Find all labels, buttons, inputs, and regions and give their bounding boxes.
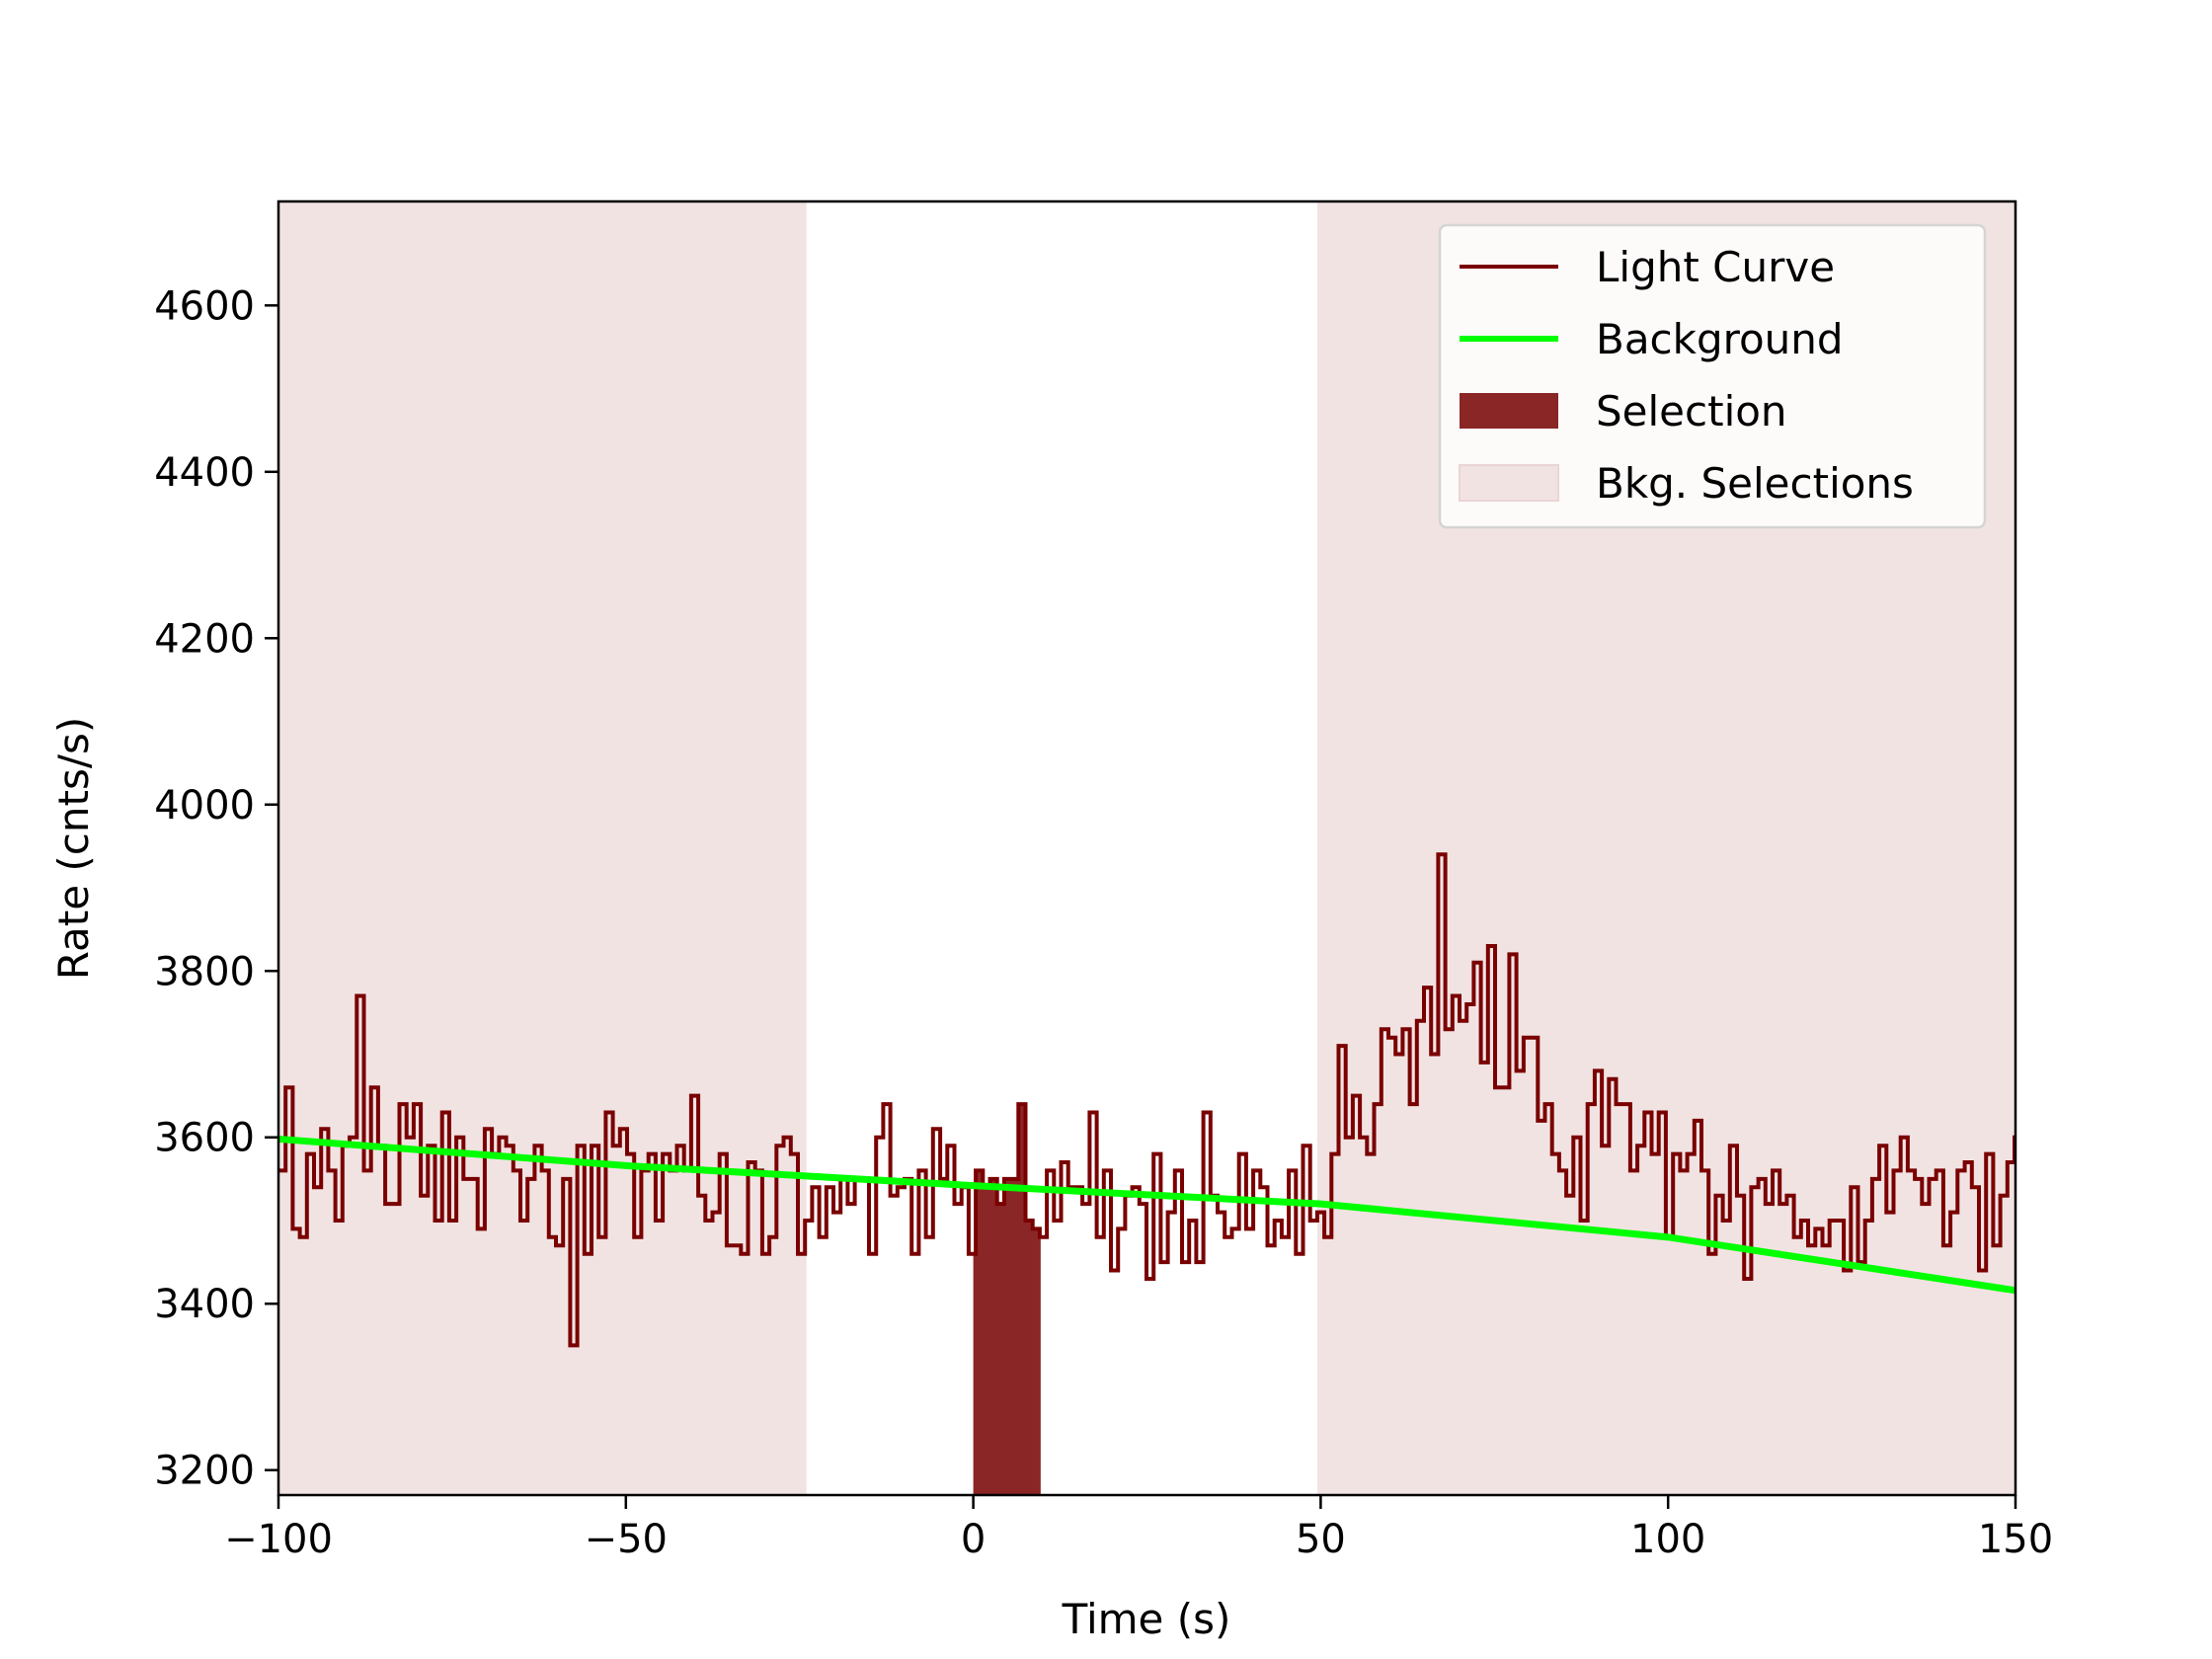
y-tick-label: 4200	[154, 616, 255, 662]
plot-frame	[276, 199, 2017, 1497]
x-tick-label: −50	[585, 1517, 668, 1562]
background-layer	[277, 1135, 2016, 1295]
legend-box	[1438, 223, 1987, 529]
legend-entry: Light Curve	[1460, 243, 1835, 291]
y-tick-label: 4600	[154, 283, 255, 329]
legend-swatch	[1460, 393, 1558, 429]
x-tick-label: 100	[1630, 1517, 1705, 1562]
y-tick-label: 4000	[154, 783, 255, 829]
y-axis-label: Rate (cnts/s)	[49, 717, 98, 981]
legend: Light Curve Background Selection Bkg. Selec…	[1438, 223, 1987, 529]
legend-entry: Bkg. Selections	[1459, 459, 1914, 508]
x-tick-label: 0	[961, 1517, 986, 1562]
x-axis-label: Time (s)	[1062, 1595, 1231, 1643]
light-curve-layer	[278, 852, 2016, 1348]
legend-label: Selection	[1596, 387, 1787, 435]
y-tick-label: 3400	[154, 1282, 255, 1327]
legend-swatch	[1459, 464, 1559, 502]
x-tick-label: −100	[224, 1517, 333, 1562]
x-axis: −100 −50 0 50 100 150	[224, 1495, 2053, 1562]
legend-label: Bkg. Selections	[1596, 459, 1914, 508]
y-tick-label: 3200	[154, 1449, 255, 1494]
legend-entry: Background	[1460, 315, 1844, 363]
x-tick-label: 50	[1296, 1517, 1346, 1562]
legend-label: Background	[1596, 315, 1844, 363]
y-tick-label: 4400	[154, 450, 255, 496]
legend-entry: Selection	[1460, 387, 1787, 435]
legend-label: Light Curve	[1596, 243, 1835, 291]
selection-region	[973, 1104, 1041, 1495]
bkg-selection-region	[278, 201, 807, 1495]
y-axis: 3200 3400 3600 3800 4000 4200 4400 4600	[154, 283, 278, 1494]
x-tick-label: 150	[1978, 1517, 2053, 1562]
selection-layer	[973, 1104, 1041, 1495]
y-tick-label: 3800	[154, 949, 255, 994]
light-curve-line	[278, 852, 2016, 1348]
background-line	[277, 1135, 2016, 1295]
y-tick-label: 3600	[154, 1116, 255, 1161]
